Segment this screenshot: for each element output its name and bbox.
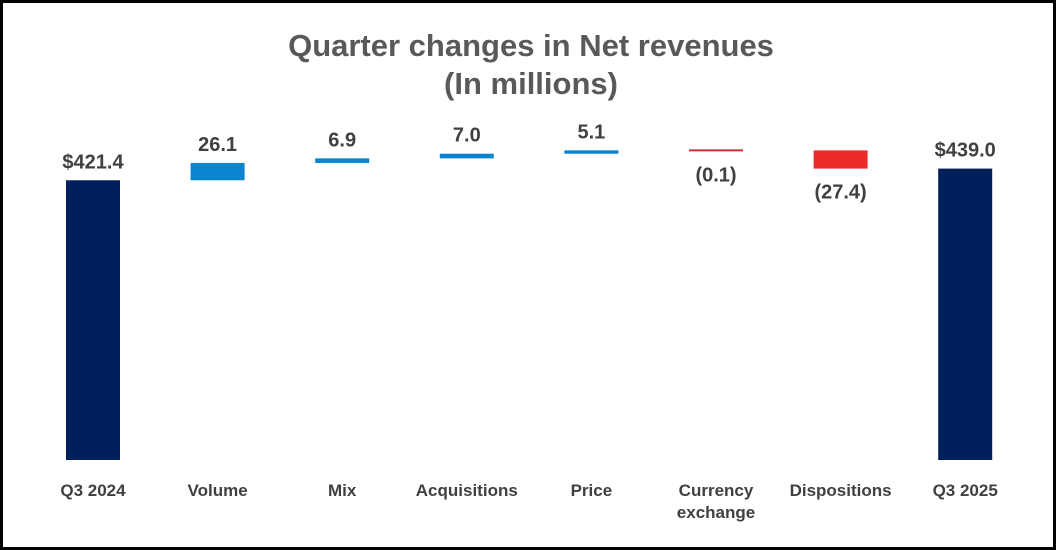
bar-currency-exchange bbox=[689, 149, 743, 152]
chart-subtitle: (In millions) bbox=[444, 66, 618, 101]
data-label-mix: 6.9 bbox=[328, 129, 356, 151]
bar-mix bbox=[315, 158, 370, 163]
category-label-price: Price bbox=[571, 481, 613, 500]
bar-volume bbox=[190, 162, 245, 181]
category-label-q3-2024: Q3 2024 bbox=[60, 481, 126, 500]
data-label-acquisitions: 7.0 bbox=[453, 125, 481, 147]
data-label-volume: 26.1 bbox=[198, 134, 237, 156]
category-label-volume: Volume bbox=[188, 481, 248, 500]
category-label-acquisitions: Acquisitions bbox=[416, 481, 518, 500]
data-label-q3-2025: $439.0 bbox=[935, 140, 996, 162]
chart-title: Quarter changes in Net revenues bbox=[288, 28, 774, 63]
category-label-mix: Mix bbox=[328, 481, 357, 500]
category-label-currency-exchange: Currency exchange bbox=[677, 481, 755, 522]
bar-dispositions bbox=[813, 150, 868, 169]
bar-q3-2025 bbox=[938, 168, 993, 460]
bar-q3-2024 bbox=[66, 180, 120, 461]
bar-acquisitions bbox=[439, 153, 494, 159]
category-label-q3-2025: Q3 2025 bbox=[933, 481, 998, 500]
data-label-q3-2024: $421.4 bbox=[62, 151, 124, 173]
data-label-price: 5.1 bbox=[577, 121, 605, 143]
bar-price bbox=[564, 150, 619, 154]
data-label-currency-exchange: (0.1) bbox=[695, 164, 736, 186]
data-label-dispositions: (27.4) bbox=[814, 182, 866, 204]
category-label-dispositions: Dispositions bbox=[790, 481, 892, 500]
